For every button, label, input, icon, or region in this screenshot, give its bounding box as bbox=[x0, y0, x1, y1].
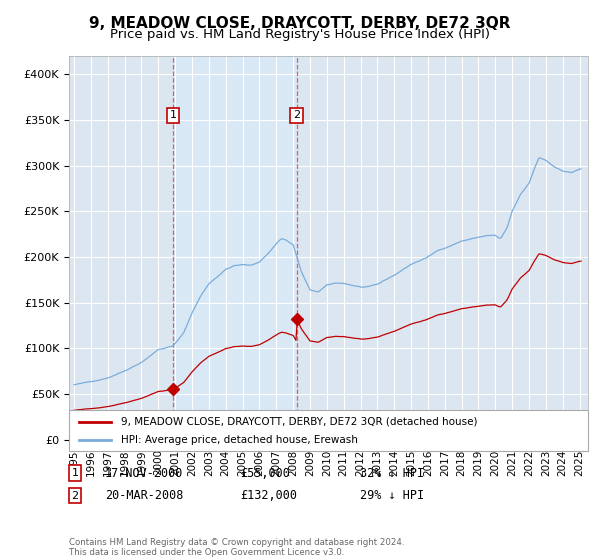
Text: Contains HM Land Registry data © Crown copyright and database right 2024.
This d: Contains HM Land Registry data © Crown c… bbox=[69, 538, 404, 557]
Text: 9, MEADOW CLOSE, DRAYCOTT, DERBY, DE72 3QR (detached house): 9, MEADOW CLOSE, DRAYCOTT, DERBY, DE72 3… bbox=[121, 417, 478, 427]
Text: 9, MEADOW CLOSE, DRAYCOTT, DERBY, DE72 3QR: 9, MEADOW CLOSE, DRAYCOTT, DERBY, DE72 3… bbox=[89, 16, 511, 31]
Text: 20-MAR-2008: 20-MAR-2008 bbox=[105, 489, 184, 502]
Text: 2: 2 bbox=[71, 491, 79, 501]
Bar bbox=[173, 56, 297, 440]
Text: £55,000: £55,000 bbox=[240, 466, 290, 480]
Text: 1: 1 bbox=[71, 468, 79, 478]
Text: 29% ↓ HPI: 29% ↓ HPI bbox=[360, 489, 424, 502]
Text: 2: 2 bbox=[293, 110, 301, 120]
Text: 32% ↓ HPI: 32% ↓ HPI bbox=[360, 466, 424, 480]
Text: 17-NOV-2000: 17-NOV-2000 bbox=[105, 466, 184, 480]
Text: HPI: Average price, detached house, Erewash: HPI: Average price, detached house, Erew… bbox=[121, 435, 358, 445]
Text: 1: 1 bbox=[170, 110, 176, 120]
Text: £132,000: £132,000 bbox=[240, 489, 297, 502]
Text: Price paid vs. HM Land Registry's House Price Index (HPI): Price paid vs. HM Land Registry's House … bbox=[110, 28, 490, 41]
FancyBboxPatch shape bbox=[69, 410, 588, 451]
